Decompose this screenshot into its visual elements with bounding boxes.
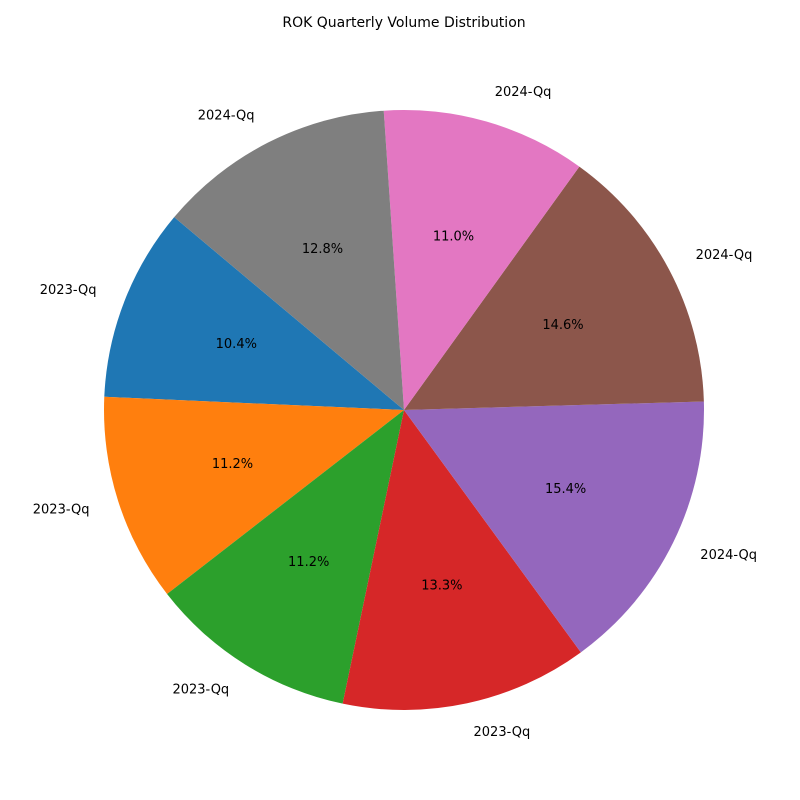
slice-percent-label: 11.0% [433,229,474,244]
pie-labels: 10.4% 2023-Qq 11.2% 2023-Qq 11.2% 2023-Qq 13.3… [33,85,757,740]
slice-category-label: 2024-Qq [700,548,757,563]
pie-slice [104,217,404,410]
chart-title: ROK Quarterly Volume Distribution [282,15,525,31]
pie-slice [404,401,705,653]
pie-slice [167,410,404,704]
slice-category-label: 2024-Qq [198,108,255,123]
slice-category-label: 2024-Qq [696,248,753,263]
pie-slice [103,396,404,595]
slice-percent-label: 12.8% [302,242,343,257]
pie-slice [383,110,580,410]
slice-percent-label: 11.2% [288,555,329,570]
pie-slice [342,410,581,711]
pie-slice [404,166,704,410]
slice-percent-label: 14.6% [542,318,583,333]
slice-percent-label: 15.4% [545,482,586,497]
slice-category-label: 2023-Qq [33,503,90,518]
slice-percent-label: 11.2% [212,457,253,472]
slice-percent-label: 13.3% [421,579,462,594]
slice-category-label: 2024-Qq [495,85,552,100]
pie-slices [103,110,705,711]
slice-percent-label: 10.4% [216,337,257,352]
slice-category-label: 2023-Qq [40,283,97,298]
slice-category-label: 2023-Qq [172,682,229,697]
slice-category-label: 2023-Qq [474,725,531,740]
pie-slice [174,110,404,410]
